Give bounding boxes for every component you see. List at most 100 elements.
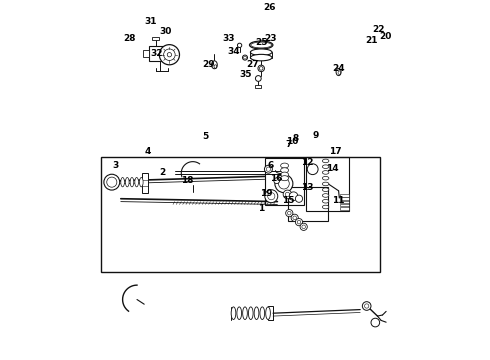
Ellipse shape [281, 163, 289, 168]
Ellipse shape [238, 43, 242, 48]
Text: 34: 34 [227, 47, 240, 56]
Ellipse shape [322, 159, 329, 163]
Bar [144, 50, 149, 57]
Ellipse shape [255, 76, 261, 81]
Text: 33: 33 [222, 35, 235, 44]
Ellipse shape [231, 307, 236, 320]
Bar [250, 52, 272, 58]
Ellipse shape [260, 307, 265, 320]
Ellipse shape [281, 176, 289, 181]
Ellipse shape [266, 307, 270, 320]
Bar [288, 187, 328, 221]
Text: 22: 22 [372, 25, 385, 34]
Ellipse shape [322, 194, 329, 197]
Text: 30: 30 [159, 27, 171, 36]
Ellipse shape [248, 307, 253, 320]
Text: 31: 31 [145, 17, 157, 26]
Ellipse shape [243, 307, 247, 320]
Text: 29: 29 [203, 60, 215, 69]
Ellipse shape [322, 176, 329, 180]
Bar [265, 158, 304, 205]
Text: 5: 5 [202, 132, 209, 141]
Ellipse shape [322, 182, 329, 186]
Bar [306, 157, 349, 211]
Text: 9: 9 [312, 131, 318, 140]
Circle shape [371, 318, 380, 327]
Bar [148, 46, 166, 61]
Text: 7: 7 [285, 140, 292, 149]
Circle shape [295, 195, 303, 202]
Circle shape [291, 214, 298, 221]
Ellipse shape [322, 205, 329, 209]
Circle shape [164, 49, 175, 60]
Ellipse shape [125, 177, 129, 187]
Ellipse shape [140, 177, 143, 187]
Text: 3: 3 [112, 161, 119, 170]
Text: 4: 4 [145, 147, 151, 156]
Text: 26: 26 [263, 4, 276, 13]
Bar [341, 201, 349, 203]
Circle shape [104, 174, 120, 190]
Text: 15: 15 [282, 197, 294, 206]
Ellipse shape [121, 177, 124, 187]
Text: 17: 17 [329, 147, 342, 156]
Text: 35: 35 [240, 71, 252, 80]
Ellipse shape [322, 199, 329, 203]
Text: 2: 2 [159, 168, 165, 177]
Text: 24: 24 [332, 64, 345, 73]
Ellipse shape [130, 177, 134, 187]
Circle shape [286, 210, 293, 217]
Bar [341, 194, 349, 197]
Bar [341, 197, 349, 200]
Ellipse shape [322, 171, 329, 174]
Circle shape [167, 53, 171, 57]
Text: 19: 19 [260, 189, 273, 198]
Text: 23: 23 [265, 35, 277, 44]
Bar [341, 204, 349, 206]
Ellipse shape [322, 165, 329, 168]
Ellipse shape [249, 41, 273, 49]
Ellipse shape [322, 188, 329, 192]
Text: 13: 13 [301, 183, 313, 192]
Text: 12: 12 [301, 158, 313, 167]
Text: 21: 21 [365, 36, 377, 45]
Text: 18: 18 [181, 176, 194, 185]
Circle shape [307, 164, 318, 175]
Ellipse shape [135, 177, 139, 187]
Bar [341, 207, 349, 210]
Circle shape [275, 175, 293, 193]
Circle shape [289, 192, 298, 201]
Text: 20: 20 [379, 32, 392, 41]
Ellipse shape [212, 61, 217, 69]
Circle shape [283, 190, 292, 199]
Text: 28: 28 [123, 35, 135, 44]
Ellipse shape [250, 54, 272, 61]
Circle shape [300, 223, 307, 230]
Circle shape [295, 219, 303, 226]
Bar [101, 157, 380, 272]
Text: 11: 11 [332, 197, 345, 206]
Text: 27: 27 [246, 60, 259, 69]
Text: 32: 32 [150, 49, 163, 58]
Ellipse shape [281, 172, 289, 177]
Circle shape [363, 302, 371, 310]
Circle shape [159, 45, 179, 65]
Bar [255, 85, 261, 88]
Text: 16: 16 [270, 174, 283, 183]
Circle shape [265, 190, 278, 203]
Text: 14: 14 [326, 164, 339, 173]
Text: 6: 6 [267, 161, 273, 170]
Text: 10: 10 [286, 137, 299, 146]
Ellipse shape [243, 55, 247, 60]
Text: 8: 8 [292, 134, 298, 143]
Ellipse shape [258, 65, 265, 72]
Bar [152, 37, 159, 40]
Ellipse shape [336, 68, 341, 76]
Ellipse shape [265, 165, 272, 173]
Ellipse shape [254, 307, 259, 320]
Text: 25: 25 [255, 38, 268, 47]
Text: 1: 1 [258, 204, 264, 213]
Ellipse shape [237, 307, 242, 320]
Bar [143, 173, 148, 193]
Ellipse shape [281, 168, 289, 173]
